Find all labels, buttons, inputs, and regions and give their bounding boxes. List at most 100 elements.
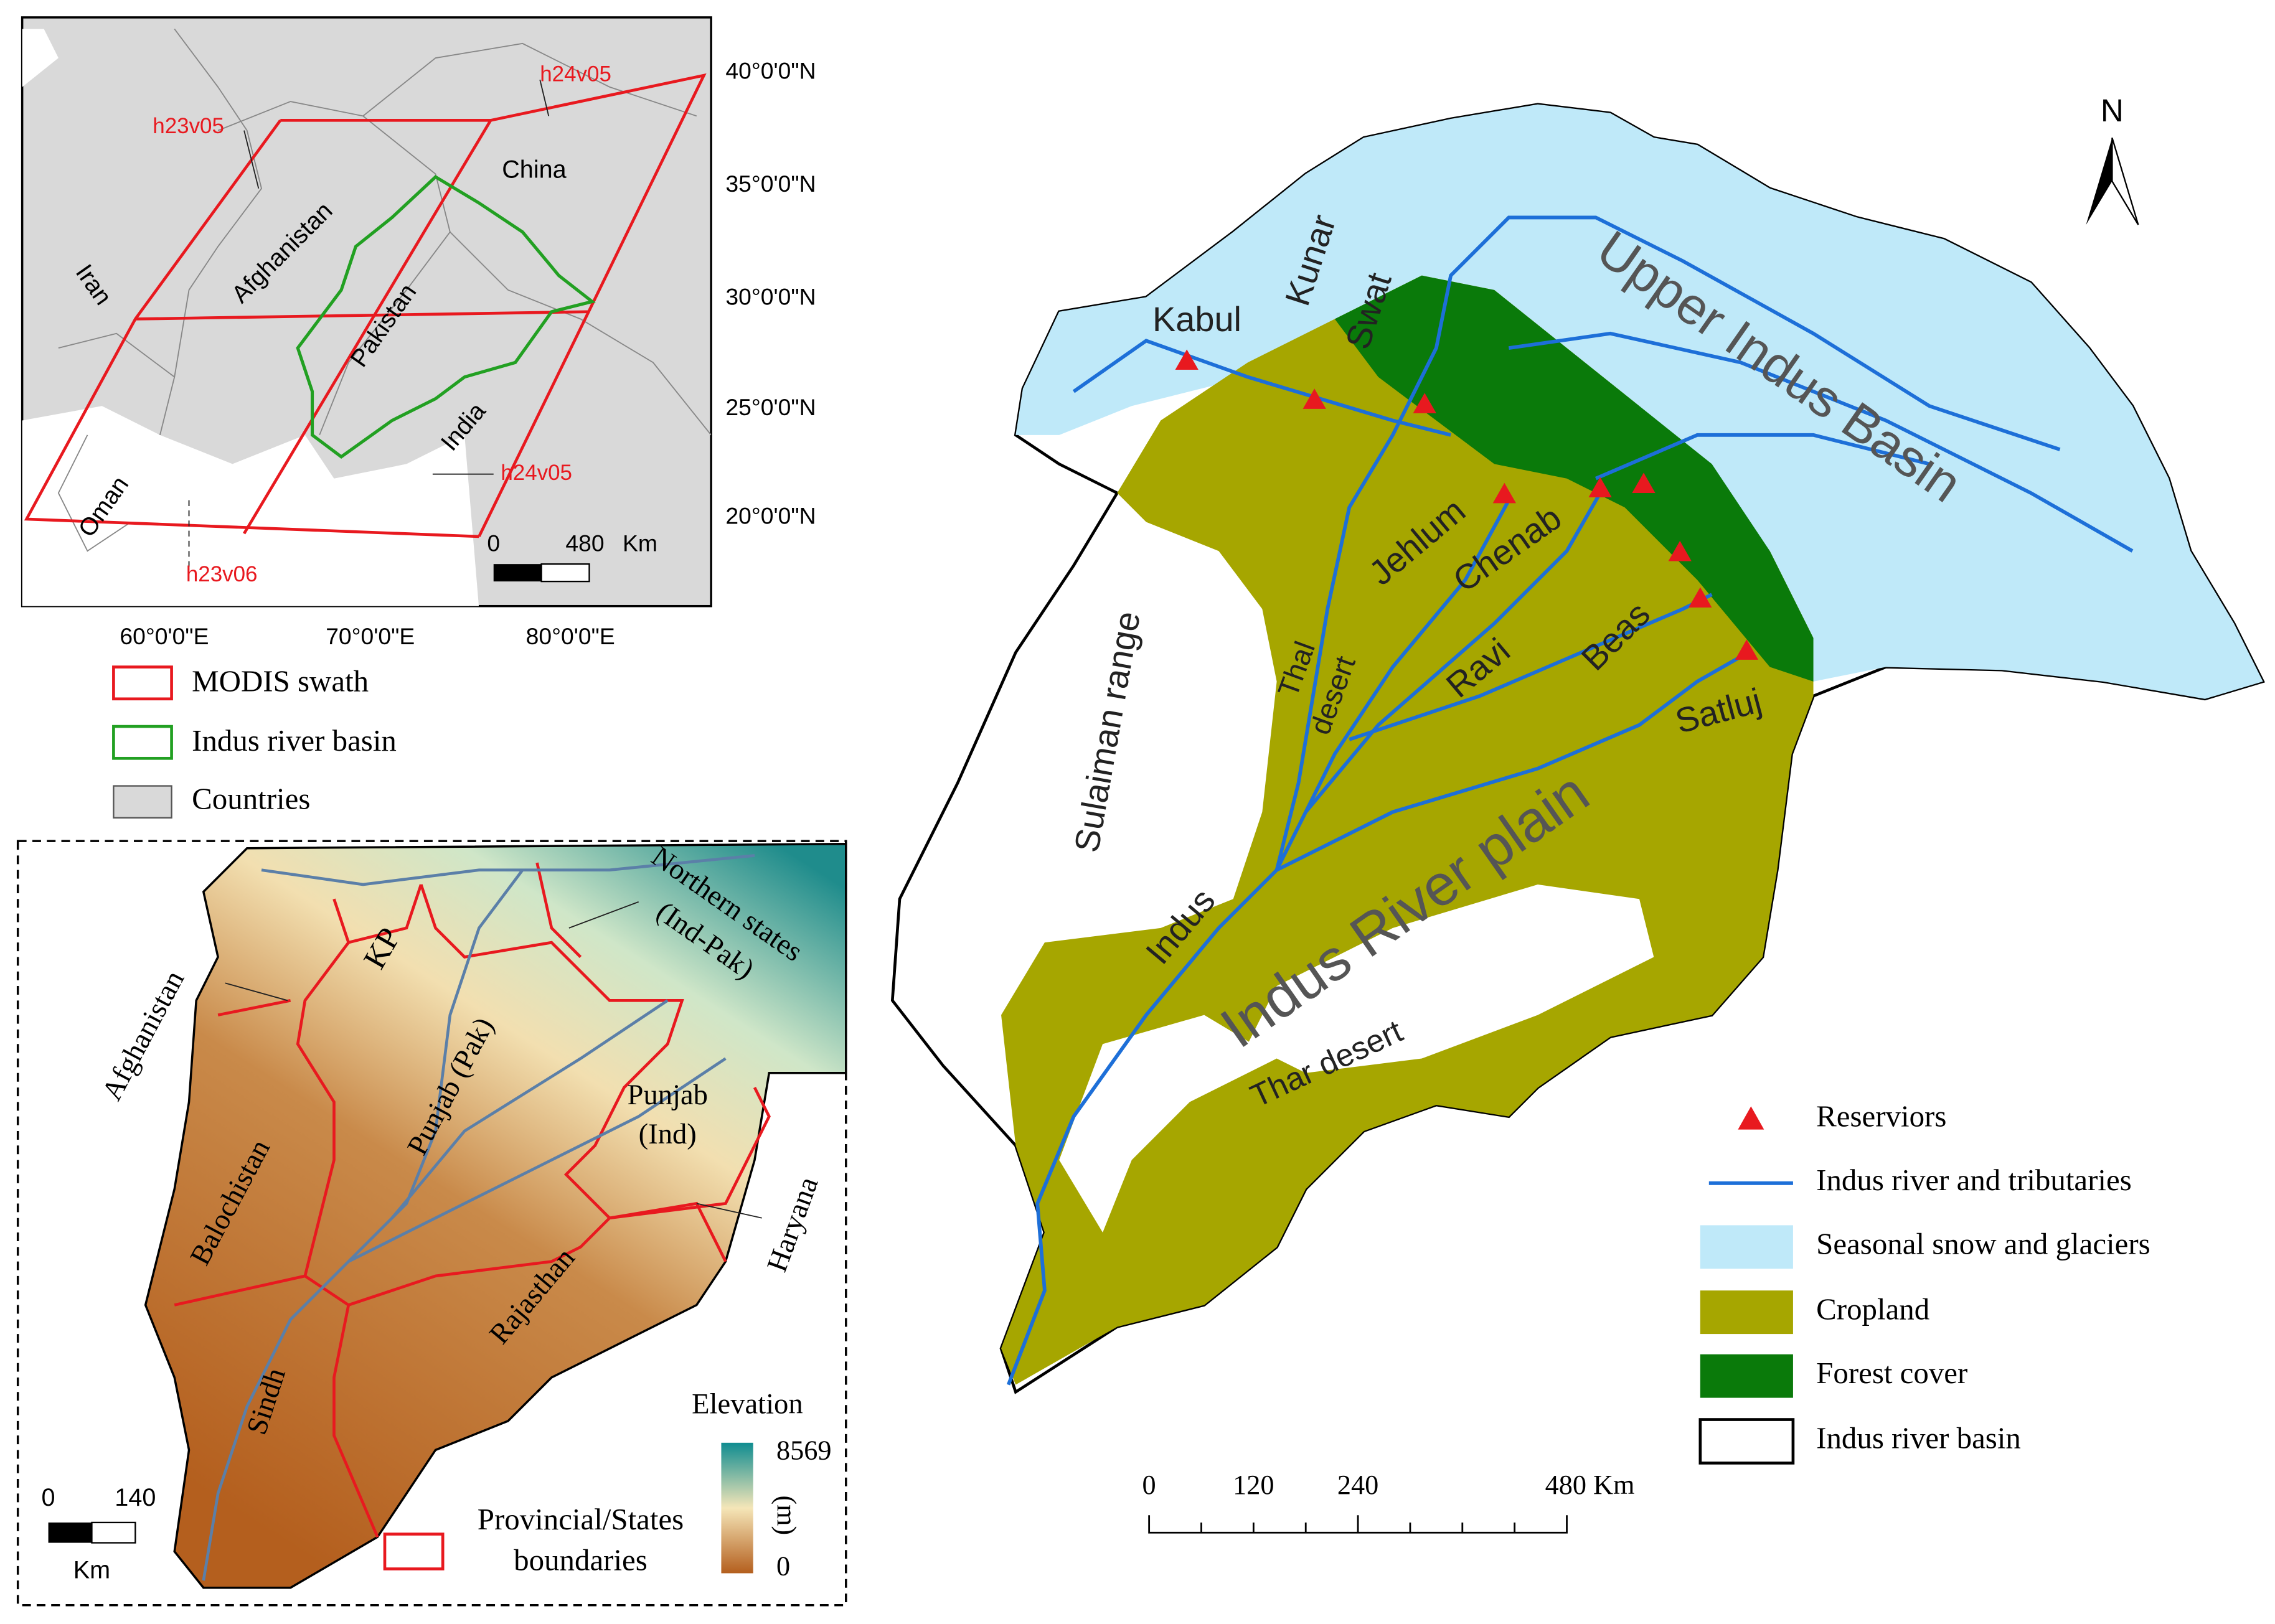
river (1594, 433, 1930, 481)
north-arrow-half (2111, 137, 2139, 225)
legend-label: Indus river basin (192, 723, 397, 758)
legend-label: Seasonal snow and glaciers (1816, 1227, 2150, 1261)
province-boundary (304, 1274, 379, 1538)
legend-swatch (1698, 1418, 1795, 1465)
leader-line (539, 79, 550, 116)
leader-line (243, 130, 260, 189)
region-label: (Ind) (639, 1118, 697, 1150)
legend-label: Forest cover (1816, 1356, 1967, 1390)
reservoir (1175, 349, 1199, 370)
scale-label: 140 (115, 1484, 156, 1511)
lat-label: 40°0'0"N (725, 57, 816, 83)
elevation-title: Elevation (692, 1387, 803, 1420)
legend-label: Cropland (1816, 1292, 1929, 1326)
elevation-unit: (m) (771, 1495, 801, 1535)
legend-swatch (1738, 1106, 1764, 1130)
lat-label: 20°0'0"N (725, 502, 816, 528)
country-label: China (502, 156, 567, 183)
main-legend: Reserviors Indus river and tributaries S… (1698, 1099, 2150, 1465)
modis-swath (135, 310, 588, 321)
lat-label: 35°0'0"N (725, 171, 816, 197)
scale-label: 120 (1233, 1470, 1274, 1500)
legend-label: Indus river and tributaries (1816, 1163, 2132, 1197)
river (1006, 215, 2061, 1386)
inset-map: h24v05 h23v05 h24v05 h23v06 Iran Afghani… (21, 16, 816, 649)
scale-label: 0 (1142, 1470, 1156, 1500)
sea (22, 406, 479, 606)
modis-swath (24, 119, 479, 538)
main-map: Kabul Kunar Swat Upper Indus Basin Jehlu… (890, 93, 2265, 1534)
scale-bar (1148, 1515, 1568, 1534)
north-arrow: N (2086, 93, 2139, 225)
province-boundary (174, 1274, 306, 1307)
tile-label: h24v05 (540, 62, 611, 86)
scale-segment (493, 564, 542, 582)
inset-legend: MODIS swath Indus river basin Countries (112, 664, 397, 819)
scale-label: 480 (565, 530, 604, 556)
lon-labels: 60°0'0"E 70°0'0"E 80°0'0"E (120, 623, 615, 649)
elevation-max: 8569 (776, 1435, 832, 1465)
boundary-swatch (383, 1532, 445, 1570)
river (1276, 650, 1750, 872)
river (1508, 331, 2134, 553)
region-label: Haryana (761, 1173, 825, 1276)
north-label: N (2101, 93, 2124, 128)
desert-patch (1059, 1015, 1277, 1233)
tile-label: h24v05 (501, 461, 572, 485)
reservoir (1492, 482, 1516, 504)
leader-line (696, 1203, 762, 1219)
tile-label: h23v06 (186, 562, 258, 586)
inset-scale-bar: 0 480 Km (487, 530, 657, 583)
elevation-scale-bar: 0 140 Km (42, 1484, 156, 1584)
river (347, 1057, 727, 1263)
scale-segment (91, 1521, 136, 1544)
thar-desert (1248, 884, 1654, 1073)
tile-label: h23v05 (153, 114, 224, 138)
indus-basin-outline (296, 175, 596, 459)
river (1304, 492, 1602, 814)
reservoir (1588, 477, 1612, 498)
province-boundary (535, 862, 582, 959)
river (1072, 339, 1451, 437)
border (450, 232, 712, 436)
legend-swatch (1700, 1225, 1793, 1269)
province-boundary (348, 884, 423, 944)
forest-cover (1334, 275, 1814, 682)
elevation-map: KP Northern states (Ind-Pak) Afghanistan… (16, 840, 847, 1607)
reservoirs (1175, 349, 1759, 660)
legend-label: Countries (192, 781, 310, 815)
map-label: Kabul (1152, 299, 1241, 339)
main-scale-bar: 0 120 240 480 Km (1142, 1470, 1634, 1534)
lat-label: 25°0'0"N (725, 394, 816, 420)
elevation-frame (16, 840, 847, 1607)
lon-label: 60°0'0"E (120, 623, 209, 649)
snow-glacier (1015, 104, 2263, 699)
cropland (1001, 275, 1814, 1385)
reservoir (1689, 587, 1712, 608)
elevation-legend: Elevation 8569 0 (m) (692, 1387, 831, 1581)
scale-label: 240 (1337, 1470, 1378, 1500)
border (362, 42, 697, 117)
scale-label: Km (623, 530, 657, 556)
region-label: Punjab (628, 1079, 708, 1111)
inset-countries (22, 29, 712, 606)
lon-label: 70°0'0"E (326, 623, 415, 649)
reservoir (1413, 393, 1436, 413)
river (1275, 499, 1510, 871)
river (390, 999, 669, 1219)
reservoir (1735, 639, 1759, 660)
reservoir (1668, 540, 1692, 561)
scale-segment (48, 1522, 92, 1543)
scale-label: 0 (487, 530, 500, 556)
scale-label: 0 (42, 1484, 55, 1511)
lat-labels: 40°0'0"N 35°0'0"N 30°0'0"N 25°0'0"N 20°0… (725, 57, 816, 528)
lon-label: 80°0'0"E (526, 623, 615, 649)
north-arrow-half (2086, 138, 2112, 225)
lat-label: 30°0'0"N (725, 284, 816, 310)
river (202, 869, 524, 1581)
leader-line (225, 982, 288, 1002)
boundary-legend: boundaries (514, 1542, 648, 1577)
reservoir (1632, 472, 1656, 494)
legend-swatch (112, 725, 173, 760)
